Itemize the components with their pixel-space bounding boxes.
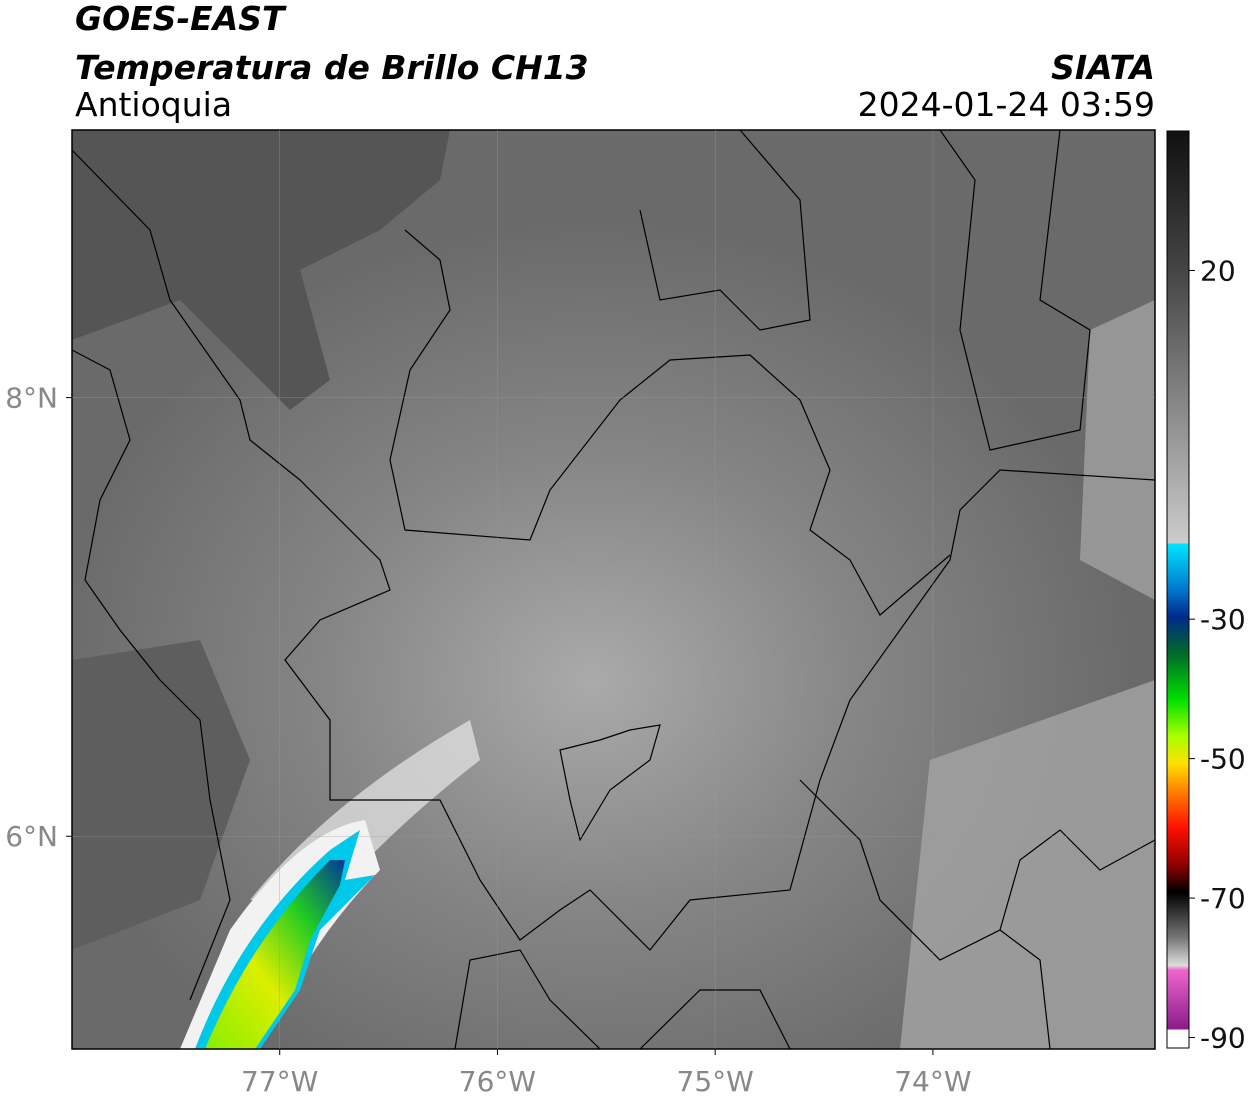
lon-tick-label: 75°W <box>677 1065 754 1098</box>
lon-tick-label: 77°W <box>241 1065 318 1098</box>
colorbar-tick-label: -50 <box>1200 743 1246 776</box>
lon-tick-label: 76°W <box>459 1065 536 1098</box>
region-label: Antioquia <box>75 85 232 124</box>
colorbar-tick-label: -90 <box>1200 1022 1246 1055</box>
lon-tick-label: 74°W <box>894 1065 971 1098</box>
lat-tick-label: 8°N <box>5 382 58 415</box>
colorbar-tick-label: -70 <box>1200 882 1246 915</box>
boundaries <box>72 130 1155 1049</box>
colorbar-tick-label: 20 <box>1200 254 1236 287</box>
datetime-label: 2024-01-24 03:59 <box>858 85 1155 124</box>
colorbar-tick-label: -30 <box>1200 603 1246 636</box>
satellite-title: GOES-EAST <box>75 0 287 38</box>
colorbar <box>1166 130 1190 1049</box>
product-title: Temperatura de Brillo CH13 <box>75 48 589 87</box>
map-image <box>72 130 1155 1049</box>
lat-tick-label: 6°N <box>5 820 58 853</box>
source-label: SIATA <box>1051 48 1155 87</box>
map-frame <box>71 129 1156 1050</box>
